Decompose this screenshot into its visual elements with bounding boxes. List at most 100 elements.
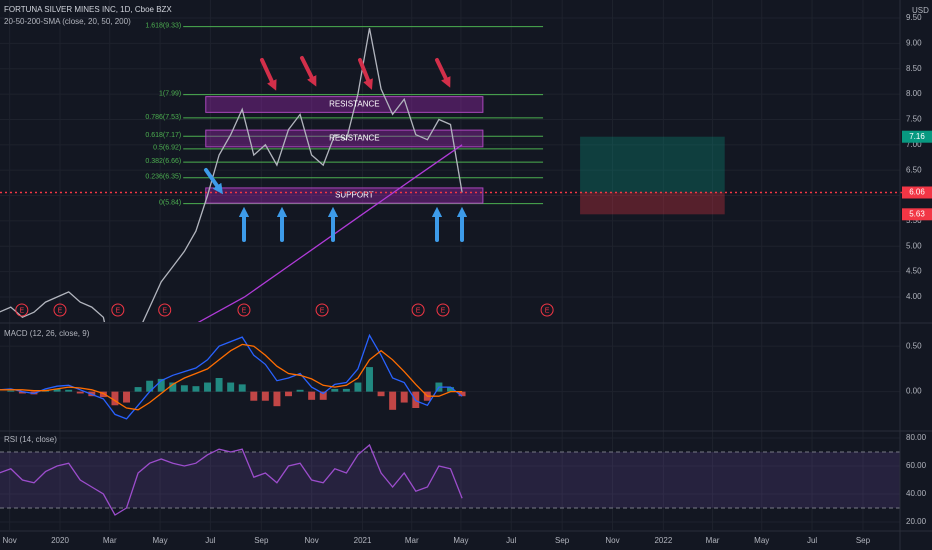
fib-label: 0.618(7.17) xyxy=(145,132,181,139)
y-tick-label: 6.50 xyxy=(906,165,922,174)
y-tick-label: 8.00 xyxy=(906,89,922,98)
histogram-bar xyxy=(76,391,84,394)
histogram-bar xyxy=(400,391,408,403)
histogram-bar xyxy=(331,388,339,392)
histogram-bar xyxy=(123,391,130,403)
histogram-bar xyxy=(215,378,223,392)
red-arrow xyxy=(358,58,373,90)
histogram-bar xyxy=(111,391,119,406)
x-tick-label: May xyxy=(153,536,168,545)
fib-label: 0.5(6.92) xyxy=(153,145,181,152)
x-tick-label: Jul xyxy=(807,536,817,545)
earnings-label: E xyxy=(416,307,421,314)
x-tick-label: Nov xyxy=(605,536,619,545)
histogram-bar xyxy=(273,391,281,407)
histogram-bar xyxy=(180,385,188,392)
fib-label: 0.382(6.66) xyxy=(145,158,181,165)
earnings-label: E xyxy=(242,307,247,314)
x-tick-label: Jul xyxy=(506,536,516,545)
zone-label: RESISTANCE xyxy=(329,134,380,143)
earnings-marker xyxy=(111,303,125,317)
earnings-marker xyxy=(436,303,450,317)
y-tick-label: 9.50 xyxy=(906,13,922,22)
indicator-label: 20-50-200-SMA (close, 20, 50, 200) xyxy=(4,17,131,26)
fib-label: 1(7.99) xyxy=(159,90,181,97)
x-tick-label: Sep xyxy=(254,536,269,545)
price-tag-label: 7.16 xyxy=(909,132,925,141)
y-tick-label: 80.00 xyxy=(906,433,927,442)
earnings-marker xyxy=(411,303,425,317)
earnings-label: E xyxy=(116,307,121,314)
x-tick-label: Mar xyxy=(405,536,419,545)
pane xyxy=(0,437,900,523)
y-tick-label: 5.50 xyxy=(906,216,922,225)
x-tick-label: Nov xyxy=(3,536,17,545)
x-tick-label: Nov xyxy=(305,536,319,545)
pane xyxy=(0,17,900,322)
series-line xyxy=(0,343,463,411)
histogram-bar xyxy=(7,390,15,392)
price-tag xyxy=(902,208,932,221)
series-line xyxy=(0,443,463,516)
histogram-bar xyxy=(169,382,177,392)
earnings-marker xyxy=(158,303,172,317)
y-tick-label: 8.50 xyxy=(906,64,922,73)
earnings-label: E xyxy=(19,307,24,314)
x-tick-label: May xyxy=(754,536,769,545)
earnings-label: E xyxy=(441,307,446,314)
histogram-bar xyxy=(227,382,235,392)
fib-label: 1.618(9.33) xyxy=(145,22,181,29)
currency-label: USD xyxy=(912,6,929,15)
histogram-bar xyxy=(308,391,316,400)
y-tick-label: 9.00 xyxy=(906,38,922,47)
histogram-bar xyxy=(204,382,211,392)
fib-label: 0(5.84) xyxy=(159,200,181,207)
blue-arrow xyxy=(204,168,223,195)
histogram-bar xyxy=(250,391,258,401)
red-arrow xyxy=(300,56,317,87)
price-tag-label: 6.06 xyxy=(909,188,925,197)
x-tick-label: Sep xyxy=(555,536,570,545)
earnings-label: E xyxy=(58,307,63,314)
y-tick-label: 5.00 xyxy=(906,241,922,250)
histogram-bar xyxy=(134,387,142,392)
fib-label: 0.236(6.35) xyxy=(145,174,181,181)
y-tick-label: 4.50 xyxy=(906,267,922,276)
earnings-marker xyxy=(540,303,554,317)
histogram-bar xyxy=(18,391,26,394)
earnings-marker xyxy=(237,303,251,317)
earnings-marker xyxy=(53,303,67,317)
x-tick-label: Mar xyxy=(706,536,720,545)
histogram-bar xyxy=(261,391,269,401)
histogram-bar xyxy=(447,387,454,392)
histogram-bar xyxy=(366,367,373,392)
histogram-bar xyxy=(65,389,73,392)
y-tick-label: 0.50 xyxy=(906,341,922,350)
y-tick-label: 7.00 xyxy=(906,140,922,149)
histogram-bar xyxy=(285,391,292,397)
histogram-bar xyxy=(389,391,397,410)
target-zone xyxy=(580,136,725,193)
earnings-label: E xyxy=(320,307,325,314)
rsi-band xyxy=(0,452,900,509)
zone-label: RESISTANCE xyxy=(329,100,380,109)
red-arrow xyxy=(260,58,277,91)
earnings-label: E xyxy=(162,307,167,314)
x-tick-label: 2020 xyxy=(51,536,69,545)
earnings-marker xyxy=(315,303,329,317)
stop-zone xyxy=(580,192,725,215)
red-arrow xyxy=(435,58,451,88)
y-tick-label: 0.00 xyxy=(906,387,922,396)
histogram-bar xyxy=(192,386,200,392)
price-tag xyxy=(902,186,932,199)
price-tag-label: 5.63 xyxy=(909,209,925,218)
zone xyxy=(205,96,484,113)
y-tick-label: 7.50 xyxy=(906,115,922,124)
y-tick-label: 40.00 xyxy=(906,489,927,498)
histogram-bar xyxy=(319,391,327,400)
x-tick-label: Sep xyxy=(856,536,871,545)
x-tick-label: Mar xyxy=(103,536,117,545)
